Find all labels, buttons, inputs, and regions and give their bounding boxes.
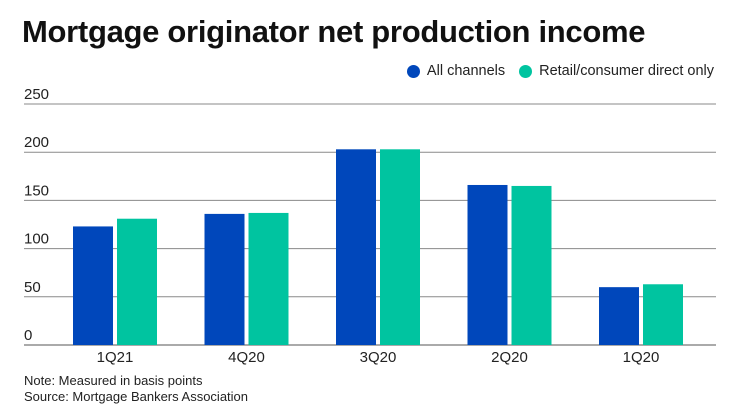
legend-item-all-channels: All channels [406, 63, 506, 79]
bar-3q20-retail [380, 149, 420, 345]
legend-label-retail: Retail/consumer direct only [539, 63, 714, 79]
y-tick-label-200: 200 [24, 134, 49, 151]
legend-swatch-retail [519, 64, 533, 78]
bar-1q21-retail [117, 218, 157, 345]
y-tick-label-100: 100 [24, 231, 49, 248]
legend-swatch-all-channels [406, 64, 420, 78]
x-tick-label-4q20: 4Q20 [228, 349, 265, 366]
bar-4q20-all-channels [204, 213, 245, 345]
bar-4q20-retail [248, 212, 289, 345]
source-text: Source: Mortgage Bankers Association [24, 389, 249, 404]
x-tick-label-3q20: 3Q20 [360, 349, 397, 366]
y-tick-label-0: 0 [24, 327, 32, 344]
note-text: Note: Measured in basis points [24, 373, 203, 388]
bar-1q20-all-channels [599, 287, 639, 345]
legend: All channels Retail/consumer direct only [393, 63, 714, 79]
bar-1q21-all-channels [73, 226, 113, 345]
x-tick-label-1q20: 1Q20 [623, 349, 660, 366]
bar-2q20-retail [511, 185, 552, 345]
legend-label-all-channels: All channels [426, 63, 506, 79]
y-tick-label-150: 150 [24, 182, 49, 199]
x-tick-label-2q20: 2Q20 [491, 349, 528, 366]
legend-item-retail: Retail/consumer direct only [519, 63, 714, 79]
y-tick-label-50: 50 [24, 279, 41, 296]
bar-1q20-retail [643, 284, 683, 345]
bar-3q20-all-channels [336, 149, 376, 345]
bar-2q20-all-channels [467, 184, 508, 345]
chart-title: Mortgage originator net production incom… [22, 14, 646, 49]
x-tick-label-1q21: 1Q21 [97, 349, 134, 366]
y-tick-label-250: 250 [24, 86, 49, 103]
chart-notes: Note: Measured in basis points Source: M… [24, 373, 248, 405]
